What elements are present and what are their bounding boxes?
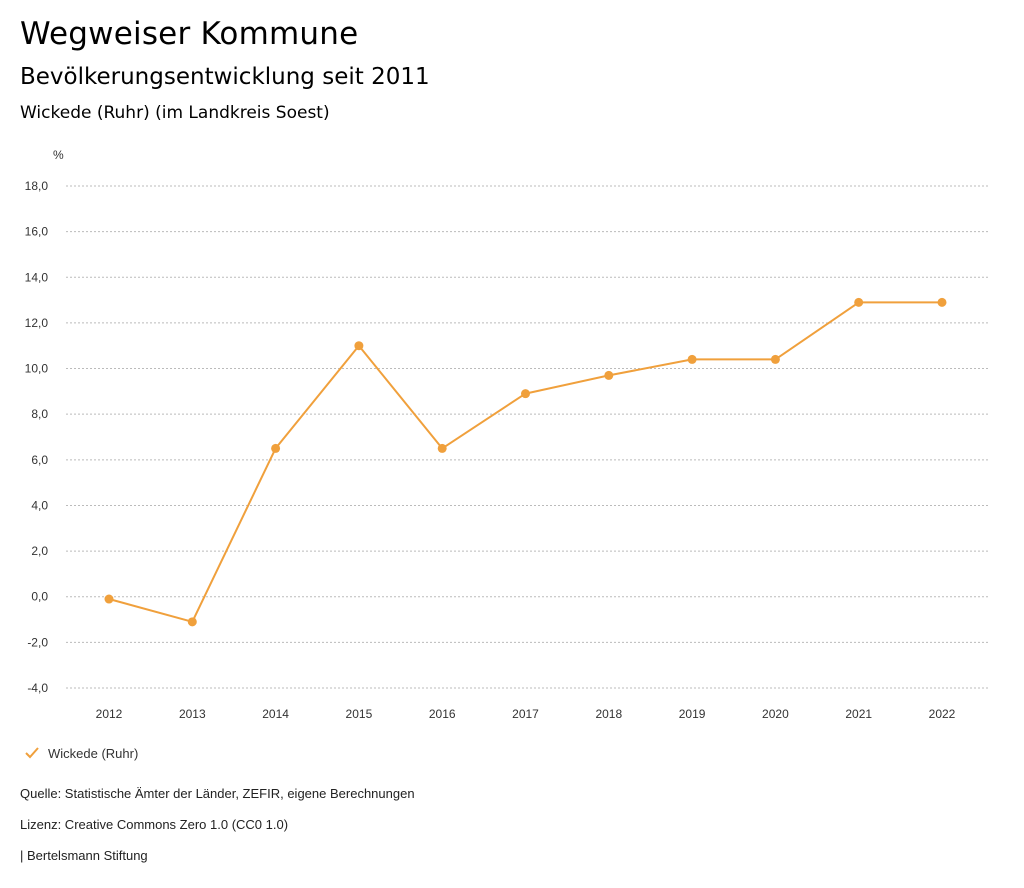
y-tick-label: 10,0: [25, 362, 49, 376]
x-tick-label: 2019: [679, 707, 706, 721]
x-tick-label: 2021: [845, 707, 872, 721]
y-tick-label: 8,0: [31, 407, 48, 421]
data-point[interactable]: [854, 297, 864, 307]
data-point[interactable]: [770, 354, 780, 364]
x-tick-label: 2012: [96, 707, 123, 721]
y-tick-label: 2,0: [31, 544, 48, 558]
data-point[interactable]: [271, 443, 281, 453]
data-point[interactable]: [604, 370, 614, 380]
data-point[interactable]: [687, 354, 697, 364]
x-tick-label: 2016: [429, 707, 456, 721]
x-tick-label: 2022: [929, 707, 956, 721]
y-axis-label: %: [53, 148, 64, 162]
x-tick-label: 2013: [179, 707, 206, 721]
y-tick-label: 4,0: [31, 498, 48, 512]
chart-subtitle: Bevölkerungsentwicklung seit 2011: [20, 64, 430, 90]
y-tick-label: -2,0: [27, 635, 48, 649]
x-tick-label: 2018: [595, 707, 622, 721]
region-label: Wickede (Ruhr) (im Landkreis Soest): [20, 103, 330, 123]
y-tick-label: 18,0: [25, 179, 49, 193]
license-note: Lizenz: Creative Commons Zero 1.0 (CC0 1…: [20, 817, 289, 832]
data-point[interactable]: [937, 297, 947, 307]
check-icon: [25, 747, 39, 759]
y-tick-label: 16,0: [25, 225, 49, 239]
gridlines: [66, 185, 990, 689]
y-tick-label: -4,0: [27, 681, 48, 695]
data-point[interactable]: [104, 594, 114, 604]
x-tick-label: 2015: [346, 707, 373, 721]
y-axis-ticks: -4,0 -2,0 0,0 2,0 4,0 6,0 8,0 10,0 12,0 14,0 16,0 1…: [25, 179, 49, 695]
data-point[interactable]: [187, 617, 197, 627]
legend-item[interactable]: Wickede (Ruhr): [24, 745, 138, 761]
series-wickede: [104, 297, 947, 627]
y-tick-label: 6,0: [31, 453, 48, 467]
data-point[interactable]: [354, 341, 364, 351]
series-line: [108, 301, 942, 623]
y-tick-label: 0,0: [31, 590, 48, 604]
page-title: Wegweiser Kommune: [20, 16, 359, 52]
source-note: Quelle: Statistische Ämter der Länder, Z…: [20, 786, 415, 801]
x-tick-label: 2014: [262, 707, 289, 721]
y-tick-label: 12,0: [25, 316, 49, 330]
legend-label: Wickede (Ruhr): [48, 745, 139, 761]
y-tick-label: 14,0: [25, 270, 49, 284]
x-tick-label: 2020: [762, 707, 789, 721]
data-point[interactable]: [521, 389, 530, 399]
x-axis-ticks: 2012 2013 2014 2015 2016 2017 2018 2019 2020 2021…: [96, 707, 956, 721]
x-tick-label: 2017: [512, 707, 539, 721]
data-point[interactable]: [437, 443, 447, 453]
publisher-note: | Bertelsmann Stiftung: [20, 848, 148, 863]
